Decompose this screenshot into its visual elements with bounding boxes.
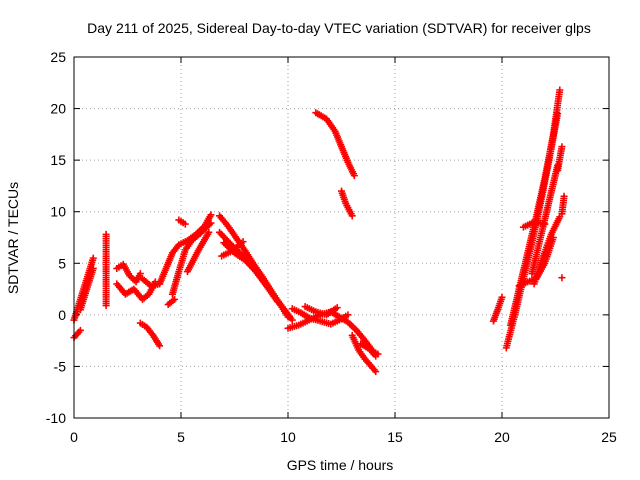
data-track-16	[218, 238, 247, 260]
data-point	[207, 211, 215, 219]
data-point	[350, 172, 358, 180]
data-point	[102, 302, 110, 310]
data-track-2	[76, 264, 97, 314]
y-tick-label: 5	[58, 255, 66, 271]
data-point	[76, 326, 84, 334]
data-track-20	[348, 331, 380, 376]
y-axis-label: SDTVAR / TECUs	[5, 182, 21, 294]
chart-title: Day 211 of 2025, Sidereal Day-to-day VTE…	[87, 20, 591, 36]
data-point	[207, 219, 215, 227]
data-track-33	[558, 274, 566, 282]
data-point	[558, 143, 566, 151]
data-point	[560, 192, 568, 200]
data-track-19	[301, 303, 341, 319]
data-track-12	[175, 216, 189, 228]
data-track-11	[164, 295, 179, 309]
data-track-3	[102, 230, 110, 310]
data-track-23	[338, 187, 356, 220]
data-track-22	[312, 109, 358, 180]
data-point	[89, 264, 97, 272]
data-point	[205, 228, 213, 236]
data-point	[181, 220, 189, 228]
data-point	[498, 293, 506, 301]
data-point	[541, 220, 549, 228]
data-track-4	[113, 260, 144, 286]
x-tick-label: 15	[387, 429, 403, 445]
data-track-32	[558, 192, 568, 218]
data-track-26	[507, 86, 564, 329]
data-point	[372, 368, 380, 376]
data-point	[89, 254, 97, 262]
y-tick-label: -5	[54, 358, 67, 374]
data-track-6	[136, 319, 164, 350]
data-point	[288, 316, 296, 324]
axis-ticks: 0 5 10 15 20 25 -10 -5 0 5 10 15 20 25	[46, 49, 617, 445]
data-point	[556, 86, 564, 94]
data-track-24	[489, 293, 506, 325]
data-track-31	[554, 143, 566, 174]
data-point	[549, 234, 557, 241]
gridlines	[74, 57, 609, 418]
plot-frame	[73, 56, 610, 419]
data-track-9	[168, 219, 215, 298]
x-tick-label: 10	[280, 429, 296, 445]
data-point	[348, 212, 356, 220]
data-point	[333, 304, 341, 312]
data-point	[273, 297, 281, 305]
data-point	[344, 311, 352, 319]
y-tick-label: 10	[50, 204, 66, 220]
data-point	[171, 295, 179, 303]
data-track-21	[357, 340, 380, 360]
data-point	[558, 274, 566, 282]
data-track-18	[288, 305, 352, 328]
data-track-1	[70, 326, 84, 342]
data-point	[372, 352, 380, 360]
x-tick-label: 5	[177, 429, 185, 445]
data-track-14	[216, 228, 296, 324]
data-track-29	[515, 234, 557, 290]
x-tick-label: 0	[70, 429, 78, 445]
x-tick-label: 20	[494, 429, 510, 445]
data-point	[156, 342, 164, 350]
data-track-30	[519, 218, 549, 231]
data-track-10	[183, 228, 213, 276]
data-points	[70, 86, 568, 376]
y-tick-label: 20	[50, 101, 66, 117]
x-tick-label: 25	[601, 429, 617, 445]
y-tick-label: 0	[58, 307, 66, 323]
data-track-15	[220, 239, 281, 305]
data-point	[239, 238, 247, 246]
y-tick-label: 15	[50, 152, 66, 168]
y-tick-label: 25	[50, 49, 66, 65]
data-point	[205, 221, 213, 229]
data-point	[136, 270, 144, 278]
x-axis-label: GPS time / hours	[287, 457, 394, 473]
y-tick-label: -10	[46, 410, 66, 426]
